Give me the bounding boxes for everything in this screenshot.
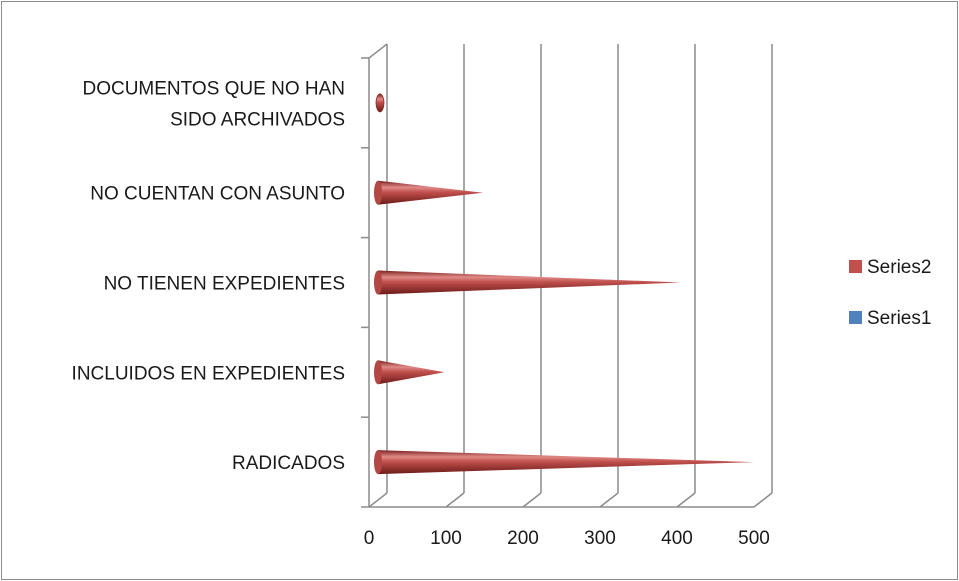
cone-bar xyxy=(375,93,385,113)
gridline-floor xyxy=(599,492,619,508)
x-tick-label: 400 xyxy=(661,528,693,549)
x-tick-label: 100 xyxy=(430,528,462,549)
gridline-floor xyxy=(445,492,465,508)
cone-bar xyxy=(378,270,681,295)
labels-layer: 0 100 200 300 400 500 RADICADOS INCLUIDOS EN EX… xyxy=(72,78,770,549)
category-label: NO TIENEN EXPEDIENTES xyxy=(104,274,345,295)
legend-swatch xyxy=(849,311,862,324)
y-axis-depth-line xyxy=(368,43,388,59)
legend-label: Series2 xyxy=(867,257,931,278)
category-label: SIDO ARCHIVADOS xyxy=(170,109,345,130)
marks-layer xyxy=(374,93,754,475)
grid-layer xyxy=(361,43,773,508)
gridline-floor xyxy=(522,492,542,508)
cone-base xyxy=(374,450,382,475)
legend: Series2 Series1 xyxy=(849,257,931,329)
x-tick-label: 500 xyxy=(738,528,770,549)
category-label: INCLUIDOS EN EXPEDIENTES xyxy=(72,363,345,384)
cone-bar xyxy=(378,360,445,385)
cone-base xyxy=(374,270,382,295)
x-tick-label: 200 xyxy=(507,528,539,549)
x-tick-label: 0 xyxy=(364,528,375,549)
x-tick-label: 300 xyxy=(584,528,616,549)
cone-bar xyxy=(378,450,754,475)
gridline-floor xyxy=(368,492,388,508)
cone-base xyxy=(374,180,382,205)
category-label: NO CUENTAN CON ASUNTO xyxy=(90,184,345,205)
category-label: DOCUMENTOS QUE NO HAN xyxy=(82,78,345,99)
gridline-floor xyxy=(676,492,696,508)
cone-bar xyxy=(378,180,483,205)
category-label: RADICADOS xyxy=(232,453,345,474)
legend-label: Series1 xyxy=(867,308,931,329)
legend-swatch xyxy=(849,260,862,273)
cone-base xyxy=(374,360,382,385)
gridline-floor xyxy=(753,492,773,508)
